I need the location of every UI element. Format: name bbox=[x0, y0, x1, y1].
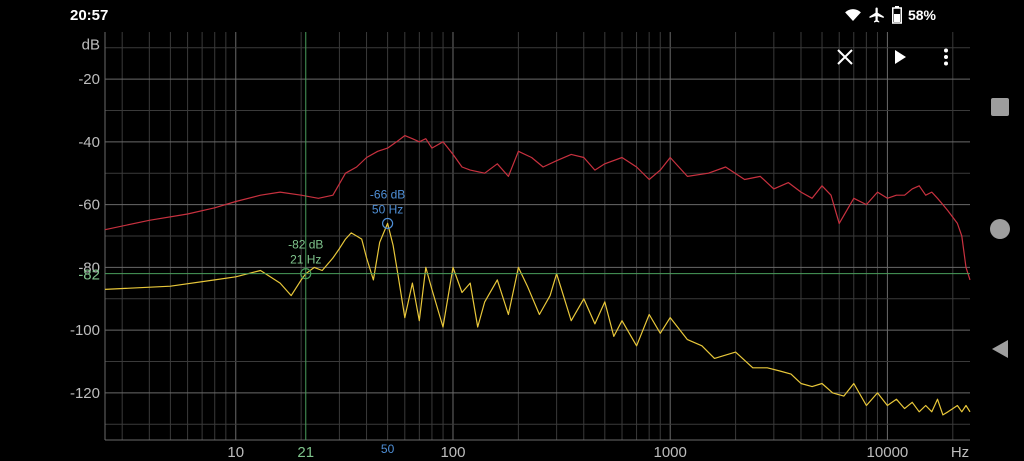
play-button[interactable] bbox=[885, 44, 915, 74]
home-circle-icon bbox=[989, 218, 1011, 245]
x-tick-label: 100 bbox=[440, 444, 465, 461]
y-axis-title: dB bbox=[82, 37, 100, 54]
y-tick-label: -120 bbox=[70, 385, 100, 402]
cursor-hz-label: 50 Hz bbox=[372, 202, 403, 216]
y-tick-label: -100 bbox=[70, 322, 100, 339]
cursor-marker bbox=[382, 217, 394, 230]
x-tick-label: 10 bbox=[227, 444, 244, 461]
battery-icon bbox=[891, 6, 902, 24]
cursor-x-axis-label: 50 bbox=[381, 442, 395, 456]
series-yellow-line bbox=[104, 222, 971, 416]
wifi-icon bbox=[844, 6, 862, 24]
recents-button[interactable] bbox=[985, 94, 1015, 124]
x-axis-title: Hz bbox=[951, 444, 969, 461]
back-button[interactable] bbox=[985, 336, 1015, 366]
x-tick-label: 1000 bbox=[654, 444, 687, 461]
close-button[interactable] bbox=[830, 44, 860, 74]
cursor-x-axis-label: 21 bbox=[297, 444, 314, 461]
spectrum-chart[interactable]: dB -20 -40 -60 -80 -100 -120 10 100 1000 10000 Hz -8… bbox=[0, 0, 975, 461]
navigation-bar bbox=[975, 0, 1024, 461]
more-vert-icon bbox=[943, 48, 949, 71]
back-triangle-icon bbox=[991, 339, 1009, 363]
y-tick-label: -40 bbox=[78, 134, 100, 151]
cursor-hz-label: 21 Hz bbox=[290, 253, 321, 267]
home-button[interactable] bbox=[985, 216, 1015, 246]
cursor-marker bbox=[300, 268, 312, 280]
status-bar: 20:57 58% bbox=[0, 0, 1024, 32]
status-time: 20:57 bbox=[70, 7, 109, 24]
battery-percent: 58% bbox=[907, 7, 936, 23]
toolbar bbox=[830, 44, 965, 74]
cursor-db-label: -66 dB bbox=[370, 187, 405, 201]
y-tick-label: -60 bbox=[78, 197, 100, 214]
play-icon bbox=[892, 49, 908, 70]
y-tick-label: -80 bbox=[78, 259, 100, 276]
close-icon bbox=[836, 48, 854, 71]
airplane-icon bbox=[868, 6, 886, 24]
series-red-line bbox=[104, 135, 971, 281]
status-icons: 58% bbox=[844, 6, 936, 24]
spectrum-plot[interactable]: dB -20 -40 -60 -80 -100 -120 10 100 1000 10000 Hz -8… bbox=[0, 0, 975, 461]
cursor-db-label: -82 dB bbox=[288, 238, 323, 252]
cursor-y-axis-label: -82 bbox=[78, 267, 100, 284]
recents-square-icon bbox=[991, 97, 1009, 121]
more-options-button[interactable] bbox=[931, 44, 961, 74]
y-tick-label: -20 bbox=[78, 71, 100, 88]
x-tick-label: 10000 bbox=[867, 444, 909, 461]
